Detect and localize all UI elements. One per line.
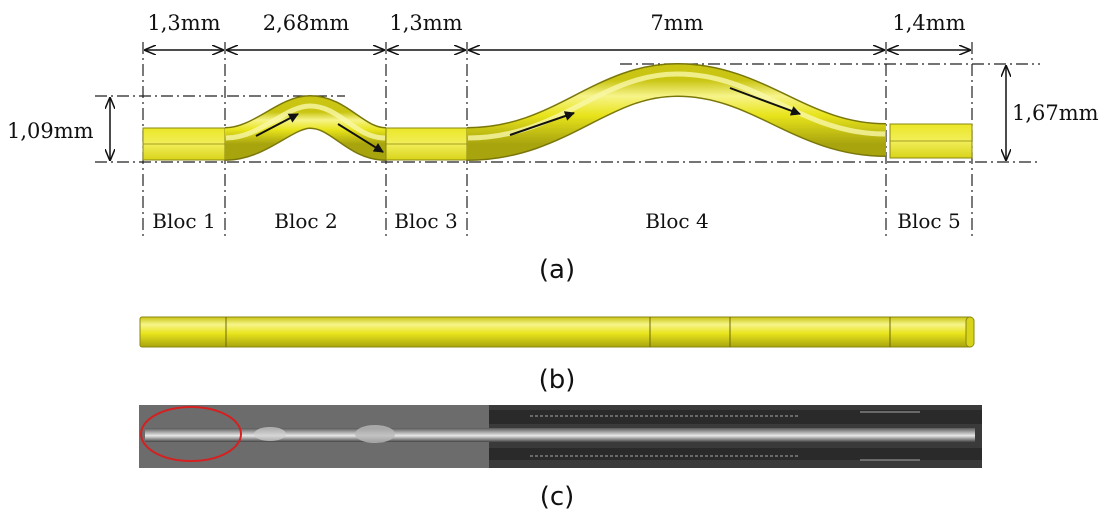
photo-joint: [254, 427, 286, 441]
panel-a-label: (a): [539, 255, 575, 285]
panel-c: (c): [139, 405, 982, 512]
flattened-tube-dividers: [225, 317, 891, 347]
left-height-label: 1,09mm: [7, 119, 94, 143]
photo-channel-lower: [489, 448, 982, 460]
defect-circle-marker: [140, 406, 242, 462]
flow-arrow: [509, 111, 575, 136]
photo-tube-highlight: [145, 428, 975, 442]
bloc4-arch-fill: [466, 64, 887, 160]
bloc-label-1: Bloc 1: [152, 209, 215, 233]
bloc2-bump-highlight: [225, 103, 386, 141]
panel-b-label: (b): [539, 365, 576, 395]
flow-arrows: [255, 87, 801, 153]
height-dimension-arrows: [110, 66, 1006, 160]
tube-3d-model: [142, 62, 973, 161]
bloc-label-4: Bloc 4: [645, 209, 708, 233]
right-height-label: 1,67mm: [1012, 101, 1099, 125]
flow-arrow: [337, 123, 384, 153]
bloc-label-2: Bloc 2: [274, 209, 337, 233]
bloc3-width-label: 1,3mm: [389, 11, 462, 35]
panel-c-label: (c): [540, 482, 575, 512]
panel-a: 1,3mm 2,68mm 1,3mm 7mm 1,4mm 1,09mm 1,67…: [7, 11, 1099, 285]
photo-texture: [530, 411, 920, 461]
bloc5-width-label: 1,4mm: [892, 11, 965, 35]
bloc4-width-label: 7mm: [650, 11, 703, 35]
bloc-label-3: Bloc 3: [394, 209, 457, 233]
bloc-label-5: Bloc 5: [897, 209, 960, 233]
panel-b: (b): [139, 316, 975, 395]
photo-channel-upper: [489, 410, 982, 424]
flow-arrow: [729, 87, 801, 116]
flow-arrow: [255, 113, 299, 137]
bloc2-width-label: 2,68mm: [263, 11, 350, 35]
flattened-tube-right-end: [965, 316, 975, 348]
bloc1-width-label: 1,3mm: [147, 11, 220, 35]
flattened-tube: [139, 316, 973, 348]
photo-joint: [355, 425, 395, 443]
bloc2-bump-fill: [223, 96, 388, 160]
